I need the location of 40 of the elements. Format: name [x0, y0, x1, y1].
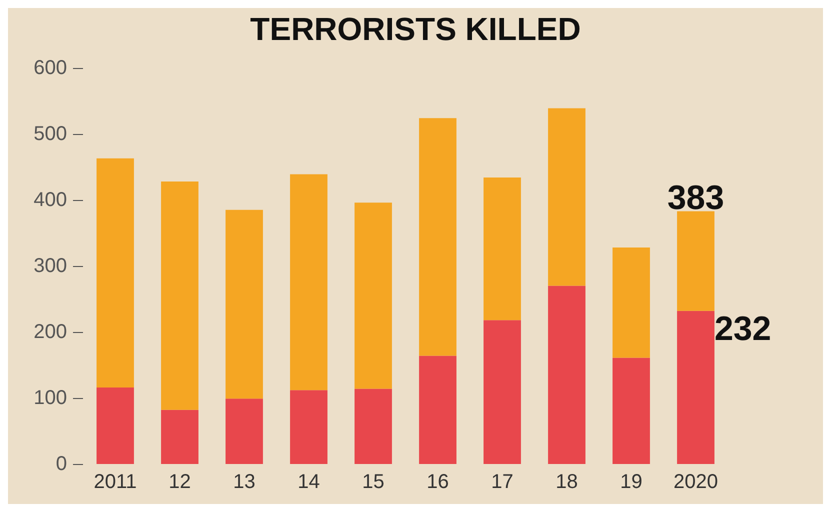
x-tick-label: 16 [426, 471, 449, 493]
x-tick-label: 14 [298, 471, 320, 493]
bar [419, 118, 456, 356]
data-label: 232 [714, 310, 772, 348]
bar [354, 202, 392, 389]
x-tick-label: 18 [556, 471, 578, 493]
x-tick-label: 12 [168, 471, 191, 493]
bar [612, 358, 650, 464]
bar [96, 158, 134, 388]
x-tick-label: 2020 [674, 471, 718, 493]
x-tick-label: 17 [491, 471, 514, 493]
bar [161, 182, 198, 410]
bar [161, 410, 198, 464]
bar [677, 211, 714, 311]
bar [484, 320, 521, 464]
x-tick-label: 19 [620, 471, 642, 493]
bar [226, 210, 263, 399]
bar [677, 310, 714, 464]
y-tick-label: 600 [34, 57, 67, 79]
bar [548, 286, 586, 464]
bar [96, 387, 134, 464]
bar [419, 356, 456, 464]
y-tick-label: 500 [34, 123, 67, 145]
x-tick-label: 2011 [94, 471, 137, 493]
bar [226, 398, 263, 464]
y-tick-label: 200 [34, 321, 67, 343]
y-tick-label: 400 [34, 189, 67, 211]
chart-title: TERRORISTS KILLED [250, 11, 581, 47]
y-tick-label: 300 [34, 255, 67, 277]
bar [354, 388, 392, 464]
bar [290, 390, 328, 464]
bar [290, 174, 328, 390]
y-tick-label: 0 [56, 453, 67, 475]
x-tick-label: 13 [233, 471, 256, 493]
x-tick-label: 15 [362, 471, 384, 493]
y-tick-label: 100 [34, 387, 67, 409]
bar [484, 178, 521, 320]
bar [612, 248, 650, 358]
total-label: 383 [667, 179, 724, 218]
bar [548, 108, 586, 286]
